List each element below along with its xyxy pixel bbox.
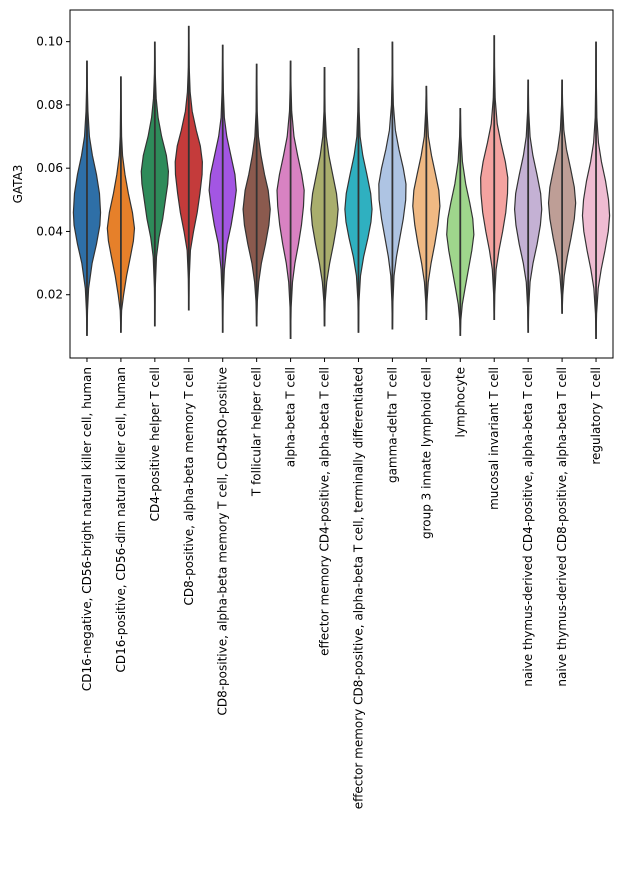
x-tick-label: alpha-beta T cell — [284, 367, 298, 467]
y-tick-label: 0.06 — [36, 161, 63, 175]
x-tick-label: naive thymus-derived CD8-positive, alpha… — [555, 367, 569, 687]
y-axis: 0.02 0.04 0.06 0.08 0.10 — [36, 35, 70, 302]
x-tick-label: mucosal invariant T cell — [487, 367, 501, 510]
x-tick-label: T follicular helper cell — [250, 367, 264, 497]
x-tick-label: group 3 innate lymphoid cell — [419, 367, 433, 539]
y-tick-label: 0.04 — [36, 224, 63, 238]
x-tick-label: effector memory CD4-positive, alpha-beta… — [318, 367, 332, 656]
x-tick-label: gamma-delta T cell — [385, 367, 399, 483]
x-tick-label: lymphocyte — [453, 367, 467, 437]
x-axis: CD16-negative, CD56-bright natural kille… — [80, 358, 603, 809]
x-tick-label: CD16-positive, CD56-dim natural killer c… — [114, 367, 128, 673]
plot-frame — [69, 9, 614, 359]
y-tick-label: 0.02 — [36, 288, 63, 302]
y-tick-label: 0.08 — [36, 98, 63, 112]
x-tick-label: CD8-positive, alpha-beta memory T cell — [182, 367, 196, 606]
x-tick-label: regulatory T cell — [589, 367, 603, 465]
x-tick-label: effector memory CD8-positive, alpha-beta… — [351, 367, 365, 809]
x-tick-label: CD4-positive helper T cell — [148, 367, 162, 521]
y-tick-label: 0.10 — [36, 35, 63, 49]
x-tick-label: CD8-positive, alpha-beta memory T cell, … — [216, 367, 230, 716]
x-tick-label: CD16-negative, CD56-bright natural kille… — [80, 367, 94, 691]
violin-layer — [72, 25, 611, 340]
y-axis-label: GATA3 — [11, 165, 25, 204]
x-tick-label: naive thymus-derived CD4-positive, alpha… — [521, 367, 535, 687]
